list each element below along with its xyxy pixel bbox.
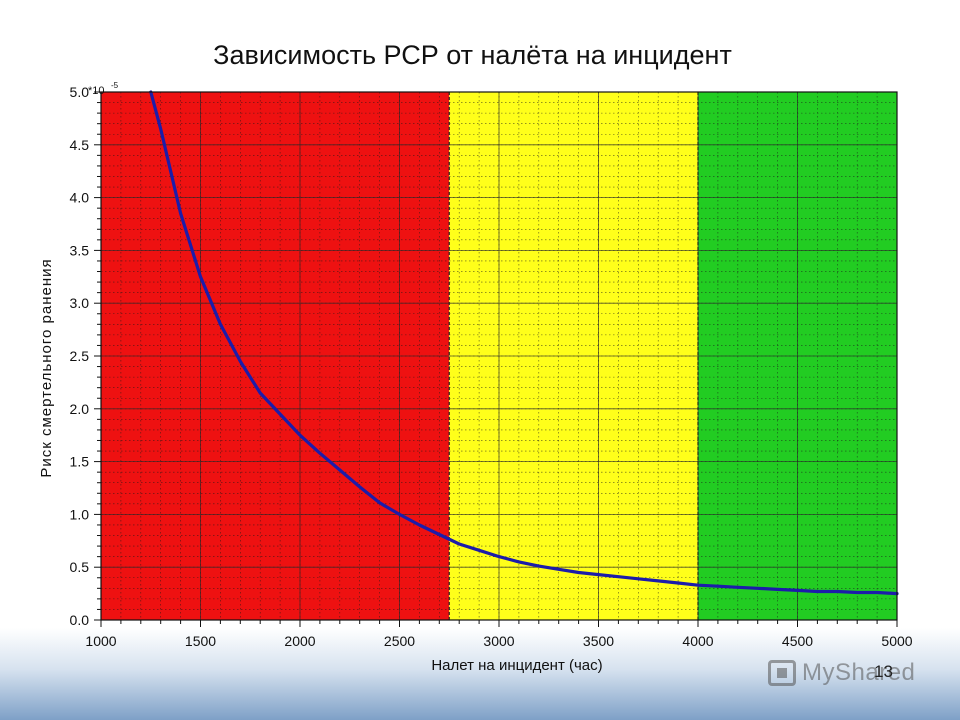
y-tick-label: 4.0 <box>70 190 90 206</box>
y-tick-label: 2.0 <box>70 401 90 417</box>
x-tick-label: 1000 <box>85 633 116 649</box>
y-axis-title: Риск смертельного ранения <box>38 258 55 477</box>
series-line-0 <box>149 90 899 596</box>
y-tick-label: 4.5 <box>70 137 90 153</box>
y-tick-label: 3.5 <box>70 242 90 258</box>
axis-ticks <box>94 91 898 627</box>
y-tick-label: 2.5 <box>70 348 90 364</box>
presentation-icon <box>768 660 796 686</box>
y-multiplier-exponent: -5 <box>111 81 119 90</box>
y-tick-label: 3.0 <box>70 295 90 311</box>
y-tick-label: 0.5 <box>70 559 90 575</box>
page-number: 13 <box>874 662 893 681</box>
slide-footer-band <box>0 628 960 720</box>
y-tick-label: 5.0 <box>70 84 90 100</box>
x-tick-label: 3500 <box>583 633 614 649</box>
y-tick-label: 0.0 <box>70 612 90 628</box>
y-tick-label: 1.5 <box>70 454 90 470</box>
slide-title: Зависимость РСР от налёта на инцидент <box>213 40 732 70</box>
watermark: MyShared <box>768 656 915 690</box>
x-tick-label: 5000 <box>881 633 912 649</box>
x-tick-label: 4500 <box>782 633 813 649</box>
y-tick-label: 1.0 <box>70 506 90 522</box>
x-tick-label: 3000 <box>483 633 514 649</box>
x-axis-title: Налет на инцидент (час) <box>431 657 602 674</box>
x-tick-label: 2000 <box>284 633 315 649</box>
y-multiplier-label: *10 <box>88 85 105 97</box>
x-tick-label: 1500 <box>185 633 216 649</box>
watermark-text: MyShared <box>802 659 916 686</box>
x-tick-label: 2500 <box>384 633 415 649</box>
x-tick-label: 4000 <box>682 633 713 649</box>
